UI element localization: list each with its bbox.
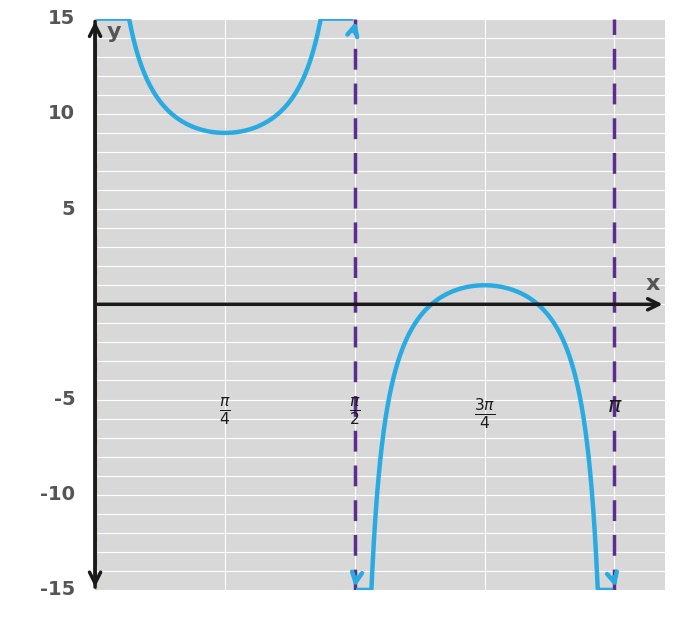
- Text: x: x: [646, 274, 661, 294]
- Text: $\frac{3\pi}{4}$: $\frac{3\pi}{4}$: [474, 396, 495, 430]
- Text: -5: -5: [54, 390, 75, 409]
- Text: y: y: [107, 22, 121, 42]
- Text: 15: 15: [48, 9, 75, 28]
- Text: $\frac{\pi}{2}$: $\frac{\pi}{2}$: [349, 396, 361, 427]
- Text: $\frac{\pi}{4}$: $\frac{\pi}{4}$: [219, 396, 231, 427]
- Text: -10: -10: [40, 485, 75, 504]
- Text: 10: 10: [48, 104, 75, 124]
- Text: 5: 5: [62, 199, 75, 219]
- Text: $\pi$: $\pi$: [606, 396, 622, 415]
- Text: -15: -15: [40, 581, 75, 599]
